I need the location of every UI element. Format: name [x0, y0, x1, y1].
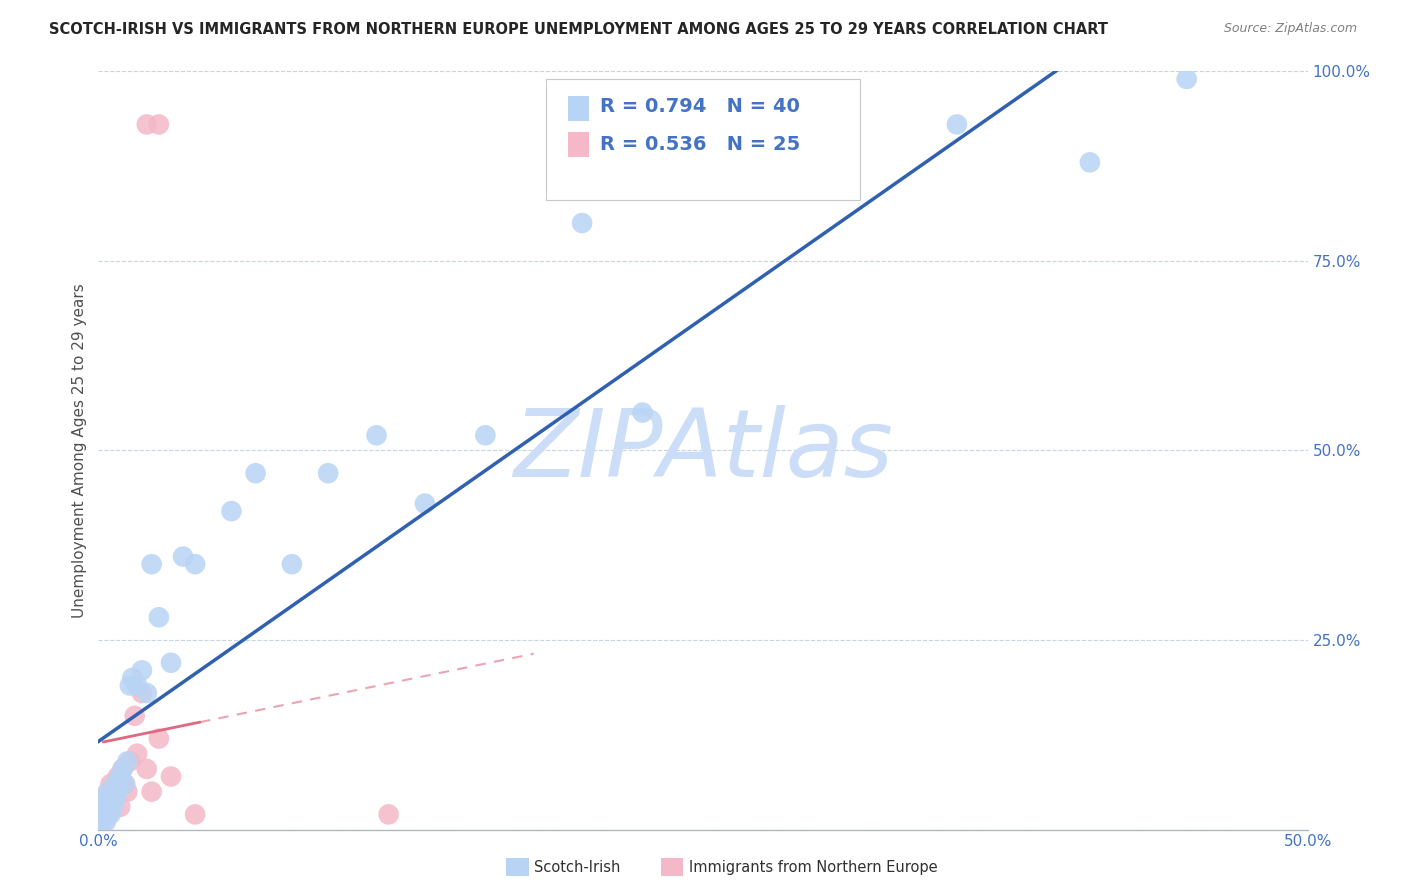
Point [245, 467, 267, 481]
Point [221, 504, 243, 518]
Point [100, 807, 122, 822]
Point [97, 785, 120, 799]
Point [131, 686, 153, 700]
Point [127, 678, 149, 692]
Text: Source: ZipAtlas.com: Source: ZipAtlas.com [1223, 22, 1357, 36]
Point [474, 428, 496, 442]
Point [104, 777, 127, 791]
Point [90, 815, 112, 830]
Point [100, 800, 122, 814]
Point [94, 792, 117, 806]
Point [91, 815, 114, 830]
Point [91, 807, 114, 822]
Point [114, 777, 136, 791]
Point [101, 800, 124, 814]
Point [127, 747, 149, 761]
Point [97, 807, 120, 822]
Point [97, 785, 120, 799]
Point [117, 785, 139, 799]
Text: ZIPAtlas: ZIPAtlas [513, 405, 893, 496]
Point [101, 792, 124, 806]
Y-axis label: Unemployment Among Ages 25 to 29 years: Unemployment Among Ages 25 to 29 years [72, 283, 87, 618]
Point [631, 405, 654, 420]
Point [148, 731, 170, 746]
FancyBboxPatch shape [568, 132, 589, 157]
Point [107, 785, 129, 799]
Point [281, 557, 304, 572]
Point [135, 686, 157, 700]
Point [94, 815, 117, 830]
Point [316, 467, 339, 481]
Point [1078, 155, 1101, 169]
Point [104, 792, 127, 806]
Point [141, 785, 163, 799]
Point [111, 762, 134, 776]
Point [108, 769, 131, 784]
FancyBboxPatch shape [568, 95, 589, 120]
Point [90, 807, 112, 822]
Text: SCOTCH-IRISH VS IMMIGRANTS FROM NORTHERN EUROPE UNEMPLOYMENT AMONG AGES 25 TO 29: SCOTCH-IRISH VS IMMIGRANTS FROM NORTHERN… [49, 22, 1108, 37]
Point [946, 117, 969, 131]
Point [94, 792, 117, 806]
Point [91, 800, 114, 814]
Point [118, 755, 141, 769]
Point [131, 664, 153, 678]
Point [97, 800, 120, 814]
Text: R = 0.794   N = 40: R = 0.794 N = 40 [600, 97, 800, 117]
Point [160, 656, 183, 670]
Point [107, 769, 129, 784]
Text: Scotch-Irish: Scotch-Irish [534, 860, 620, 874]
Point [117, 755, 139, 769]
Point [111, 762, 134, 776]
Point [104, 785, 127, 799]
Point [118, 678, 141, 692]
Point [160, 769, 183, 784]
Point [413, 496, 436, 510]
Point [172, 549, 194, 564]
Point [135, 762, 157, 776]
Point [377, 807, 399, 822]
Point [101, 785, 124, 799]
Point [124, 708, 146, 723]
Text: Immigrants from Northern Europe: Immigrants from Northern Europe [689, 860, 938, 874]
Point [184, 807, 207, 822]
FancyBboxPatch shape [546, 79, 860, 201]
Point [108, 800, 131, 814]
Point [1175, 72, 1198, 87]
Point [100, 792, 122, 806]
Point [571, 216, 593, 230]
Point [148, 117, 170, 131]
Point [114, 777, 136, 791]
Point [148, 610, 170, 624]
Text: R = 0.536   N = 25: R = 0.536 N = 25 [600, 135, 800, 153]
Point [100, 777, 122, 791]
Point [135, 117, 157, 131]
Point [366, 428, 388, 442]
Point [141, 557, 163, 572]
Point [121, 671, 143, 685]
Point [91, 800, 114, 814]
Point [184, 557, 207, 572]
